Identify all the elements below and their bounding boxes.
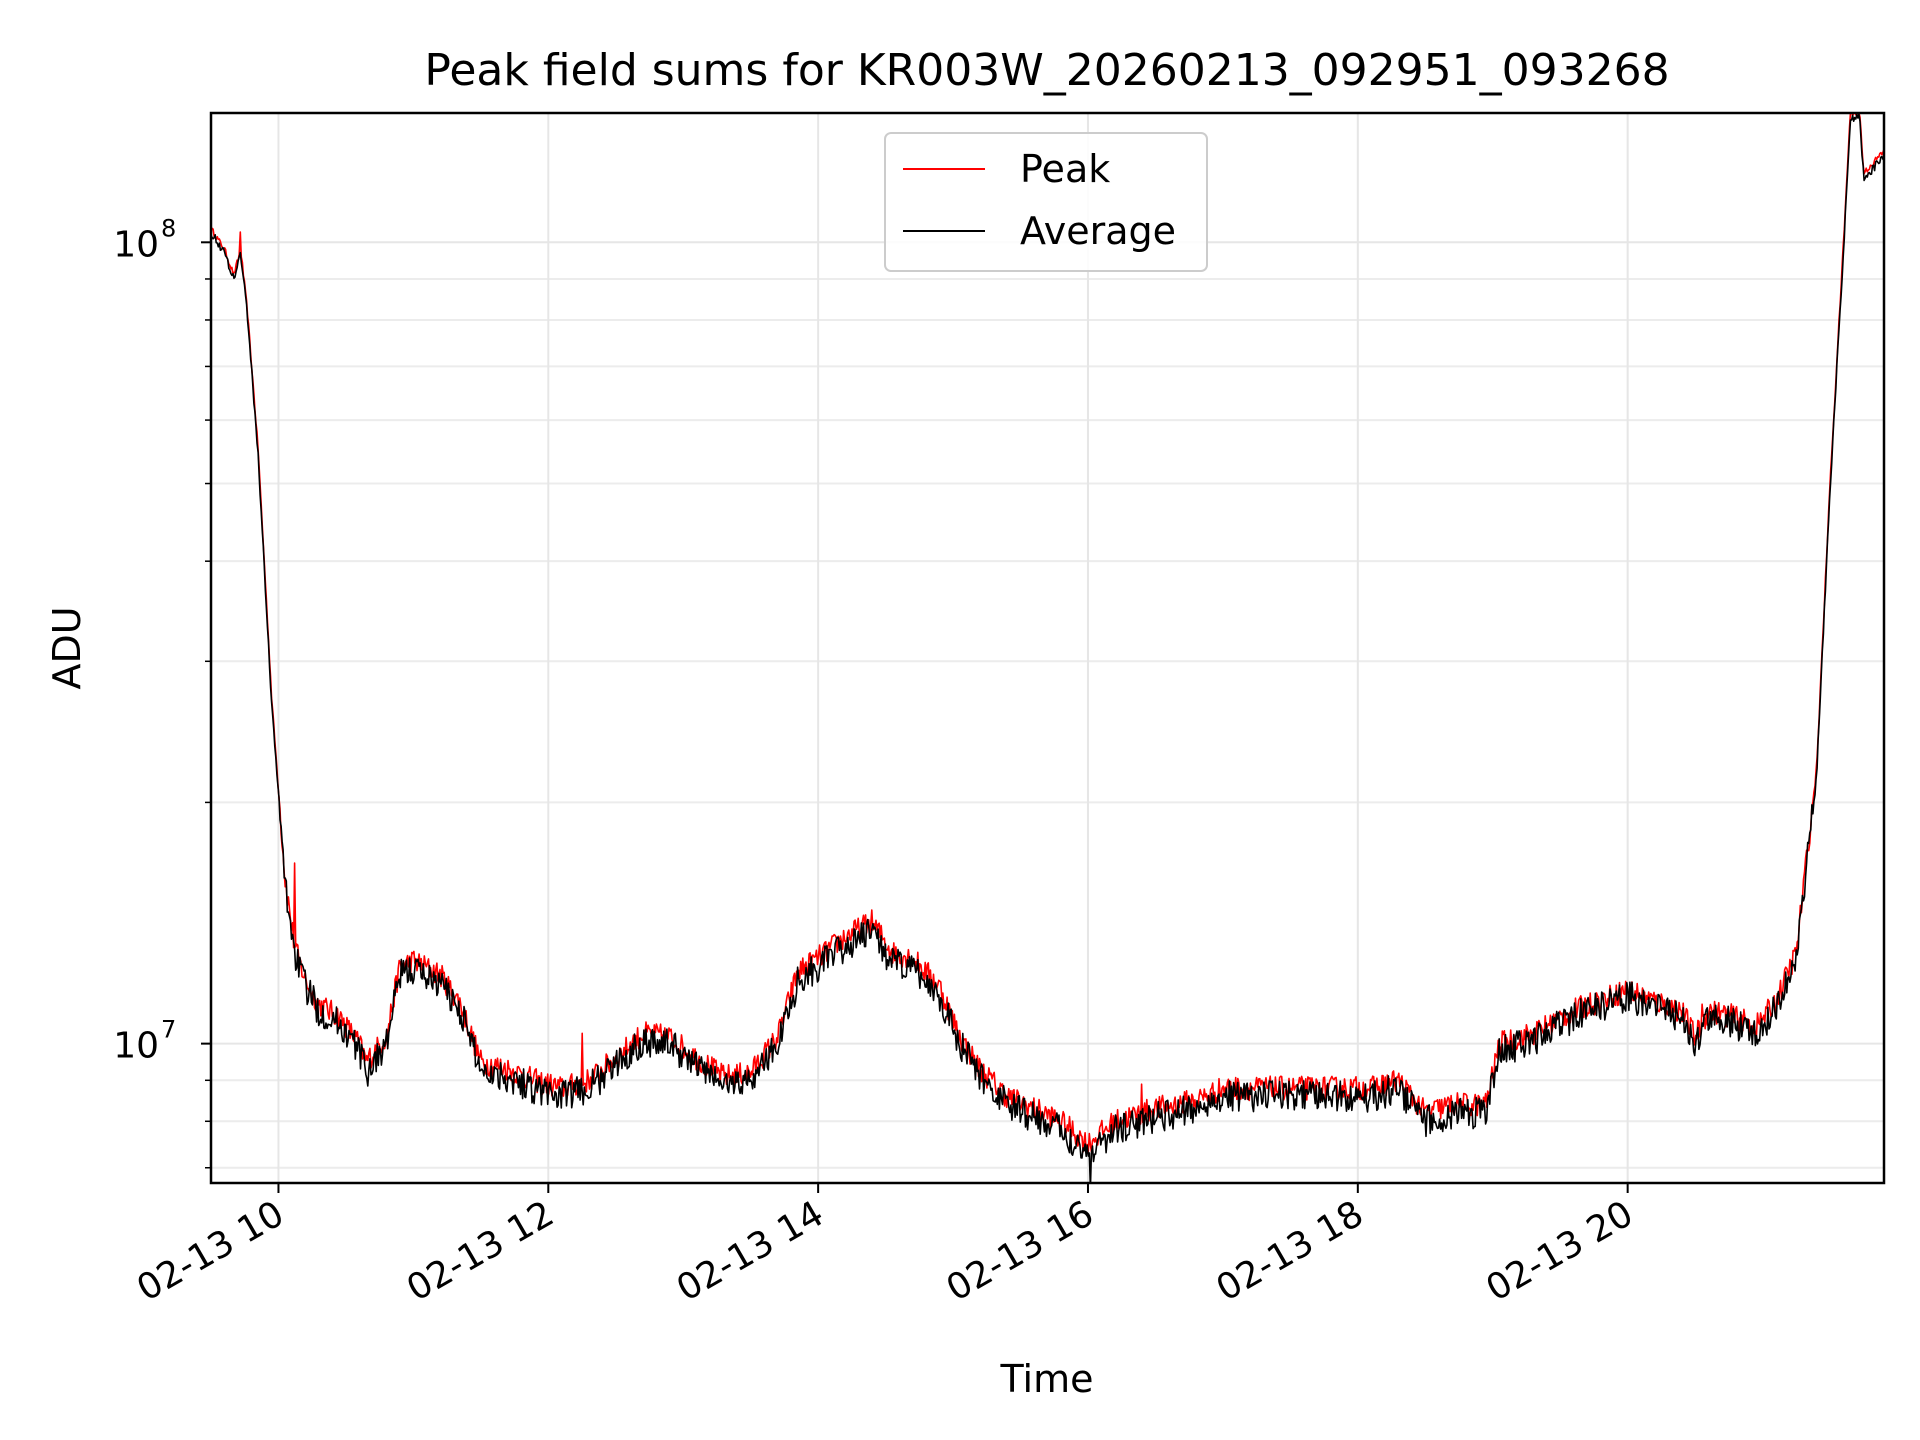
series-line-average bbox=[211, 113, 1884, 1183]
y-tick-label: 10 bbox=[113, 224, 159, 265]
legend-box bbox=[884, 132, 1208, 272]
legend-peak-label: Peak bbox=[1020, 147, 1110, 191]
y-tick-exponent: 7 bbox=[161, 1016, 176, 1044]
series-line-peak bbox=[211, 113, 1884, 1155]
y-tick-exponent: 8 bbox=[161, 214, 176, 242]
chart-title: Peak field sums for KR003W_20260213_0929… bbox=[424, 45, 1669, 96]
y-axis-label: ADU bbox=[45, 606, 89, 689]
x-axis-label: Time bbox=[1000, 1357, 1094, 1401]
y-tick-label: 10 bbox=[113, 1026, 159, 1067]
series-layer bbox=[211, 113, 1884, 1183]
plot-frame bbox=[209, 111, 1886, 1185]
legend-average-label: Average bbox=[1020, 209, 1176, 253]
legend: Peak Average bbox=[884, 132, 1208, 272]
